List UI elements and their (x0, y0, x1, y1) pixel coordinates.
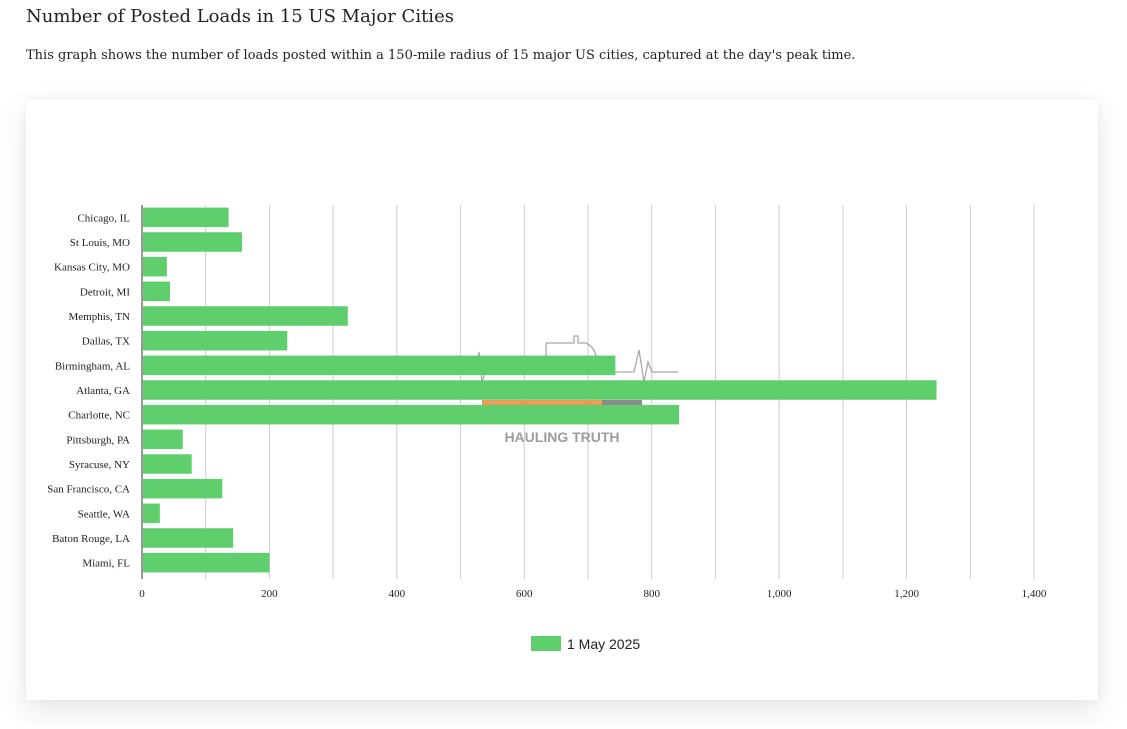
watermark: HAULING TRUTH (472, 335, 678, 445)
x-tick-label: 1,200 (894, 588, 919, 600)
bar[interactable] (143, 528, 234, 548)
bar[interactable] (143, 478, 223, 499)
category-label: San Francisco, CA (47, 484, 130, 496)
bar[interactable] (143, 281, 171, 302)
watermark-stripe-orange (482, 400, 602, 405)
category-label: Miami, FL (82, 558, 130, 570)
bar[interactable] (143, 256, 167, 277)
category-label: Kansas City, MO (54, 262, 130, 274)
x-axis-ticks: 0 200 400 600 800 1,000 1,200 1,400 (139, 588, 1047, 600)
page-subtitle: This graph shows the number of loads pos… (26, 48, 856, 63)
chart-card: HAULING TRUTH Chicago, IL St Louis, MO Kan… (26, 100, 1098, 700)
category-label: Syracuse, NY (69, 459, 130, 471)
watermark-stripe-gray (602, 400, 642, 405)
category-label: Dallas, TX (82, 336, 130, 348)
category-label: Baton Rouge, LA (52, 533, 130, 545)
category-labels: Chicago, IL St Louis, MO Kansas City, MO De… (47, 212, 130, 569)
bar[interactable] (143, 454, 192, 474)
bar[interactable] (143, 404, 680, 425)
page-title: Number of Posted Loads in 15 US Major Ci… (26, 6, 454, 27)
x-tick-label: 600 (516, 588, 533, 600)
category-label: Chicago, IL (77, 212, 130, 224)
watermark-text: HAULING TRUTH (504, 429, 619, 445)
x-tick-label: 0 (139, 588, 145, 600)
category-label: Detroit, MI (80, 286, 130, 298)
category-label: Atlanta, GA (76, 385, 130, 397)
bar[interactable] (143, 355, 616, 376)
legend-swatch (531, 636, 561, 651)
bar[interactable] (143, 503, 160, 524)
category-label: St Louis, MO (70, 237, 130, 249)
category-label: Seattle, WA (78, 508, 130, 520)
category-label: Charlotte, NC (68, 410, 130, 422)
x-tick-label: 400 (389, 588, 406, 600)
x-tick-label: 200 (261, 588, 278, 600)
bars (143, 207, 937, 573)
legend-label: 1 May 2025 (567, 636, 640, 652)
x-tick-label: 800 (643, 588, 660, 600)
bar[interactable] (143, 330, 288, 351)
category-label: Pittsburgh, PA (66, 434, 130, 446)
bar[interactable] (143, 207, 229, 228)
bar[interactable] (143, 429, 183, 450)
x-tick-label: 1,400 (1022, 588, 1047, 600)
category-label: Birmingham, AL (55, 360, 130, 372)
watermark-truck-outline (545, 335, 597, 372)
bar[interactable] (143, 552, 270, 573)
bar[interactable] (143, 306, 348, 326)
category-label: Memphis, TN (68, 311, 130, 323)
legend[interactable]: 1 May 2025 (531, 636, 640, 652)
bar[interactable] (143, 232, 243, 252)
x-tick-label: 1,000 (767, 588, 792, 600)
bar-chart: HAULING TRUTH Chicago, IL St Louis, MO Kan… (47, 205, 1047, 652)
bar[interactable] (143, 380, 937, 400)
watermark-heartbeat-line (472, 349, 678, 383)
